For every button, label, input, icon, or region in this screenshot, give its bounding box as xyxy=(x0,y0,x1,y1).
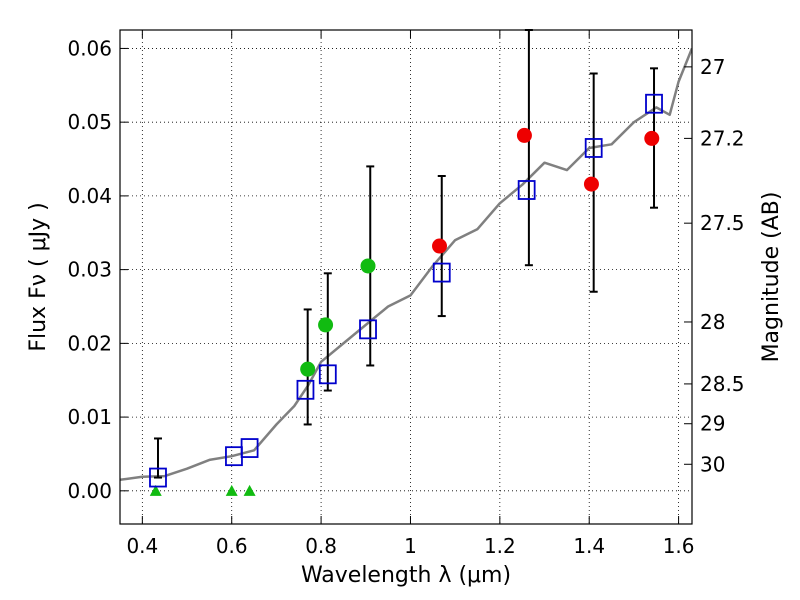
y-axis-label: Flux Fν ( μJy ) xyxy=(26,202,51,351)
red-data-point xyxy=(516,127,532,143)
data-layer xyxy=(120,47,692,482)
x-tick-label: 1.2 xyxy=(484,534,516,558)
axes: 0.4 0.6 0.8 1 1.2 1.4 1.6 0.00 0.01 0.02 0.03 0.04 0… xyxy=(67,30,745,558)
x-tick-label: 1.6 xyxy=(663,534,695,558)
y2-axis-label: Magnitude (AB) xyxy=(759,192,784,363)
model-box-marker xyxy=(149,467,167,488)
y-tick-label: 0.03 xyxy=(67,258,112,282)
model-box-marker xyxy=(517,180,536,200)
red-data-point xyxy=(644,130,660,146)
model-box-marker xyxy=(359,319,377,340)
marker-layer xyxy=(149,29,663,496)
green-upper-limit-marker xyxy=(149,484,162,496)
x-axis-label: Wavelength λ (μm) xyxy=(301,563,511,588)
model-box-marker xyxy=(645,93,663,114)
y2-tick-label: 27.5 xyxy=(700,211,745,235)
y2-tick-label: 29 xyxy=(700,412,725,436)
y-tick-label: 0.00 xyxy=(67,479,112,503)
model-box-marker xyxy=(584,138,603,158)
model-box-marker xyxy=(240,438,259,458)
spectrum-line xyxy=(120,47,692,482)
green-data-point xyxy=(360,258,376,274)
green-upper-limit-marker xyxy=(243,484,256,496)
grid xyxy=(120,30,692,524)
y-tick-label: 0.04 xyxy=(67,184,112,208)
x-tick-label: 0.4 xyxy=(126,534,158,558)
x-tick-label: 0.8 xyxy=(305,534,337,558)
y-tick-label: 0.05 xyxy=(67,110,112,134)
y2-tick-label: 28 xyxy=(700,310,725,334)
model-box-marker xyxy=(432,262,451,283)
x-tick-label: 1.4 xyxy=(573,534,605,558)
x-tick-label: 1 xyxy=(404,534,417,558)
y-tick-label: 0.01 xyxy=(67,405,112,429)
y2-tick-label: 27.2 xyxy=(700,126,745,150)
model-box-marker xyxy=(296,379,315,400)
plot-area xyxy=(120,30,692,524)
y2-tick-label: 28.5 xyxy=(700,372,745,396)
y2-tick-label: 27 xyxy=(700,55,725,79)
green-data-point xyxy=(318,317,334,333)
y2-tick-label: 30 xyxy=(700,452,725,476)
red-data-point xyxy=(432,238,448,254)
green-upper-limit-marker xyxy=(225,484,238,496)
red-data-point xyxy=(583,176,599,192)
model-box-marker xyxy=(318,364,337,385)
y-tick-label: 0.06 xyxy=(67,36,112,60)
green-data-point xyxy=(300,361,316,377)
plot-frame xyxy=(119,29,693,525)
y-tick-label: 0.02 xyxy=(67,331,112,355)
x-tick-label: 0.6 xyxy=(216,534,248,558)
